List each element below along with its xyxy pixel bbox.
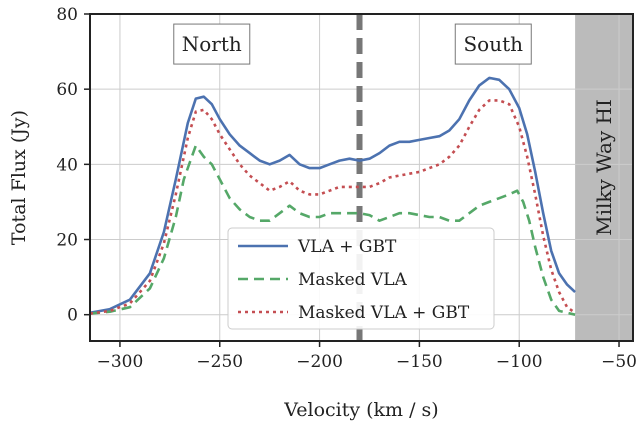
shaded-region-layer — [575, 14, 633, 341]
axes-frame — [89, 13, 634, 342]
x-tick-label: −100 — [496, 352, 543, 372]
legend-label: Masked VLA + GBT — [298, 303, 470, 323]
annotation-box — [454, 23, 532, 65]
annotations-layer: North South — [173, 23, 532, 65]
legend-label: VLA + GBT — [297, 237, 397, 257]
series-layer — [89, 76, 576, 316]
x-tick-label: −200 — [296, 352, 343, 372]
y-tick-label: 40 — [56, 155, 78, 175]
y-axis-label: Total Flux (Jy) — [8, 110, 30, 245]
y-tick-label: 0 — [67, 306, 78, 326]
annotation-box — [173, 23, 251, 65]
x-tick-label: −150 — [396, 352, 443, 372]
y-tick-label: 20 — [56, 231, 78, 251]
annotation-label-south: South — [463, 32, 523, 56]
x-axis-label: Velocity (km / s) — [283, 399, 438, 421]
series-line-1 — [89, 76, 576, 315]
y-tick-label: 80 — [56, 5, 78, 25]
x-tick-label: −300 — [97, 352, 144, 372]
x-tick-label: −50 — [601, 352, 636, 372]
series-line-2 — [89, 144, 576, 316]
plot-frame — [89, 13, 634, 342]
milky-way-label: Milky Way HI — [592, 99, 616, 236]
series-line-3 — [89, 99, 576, 315]
milky-way-shade — [575, 14, 633, 341]
legend-box — [227, 227, 495, 330]
y-tick-label: 60 — [56, 80, 78, 100]
tick-labels-layer: −300 −250 −200 −150 −100 −50 0 20 40 60 80 — [56, 5, 636, 372]
x-tick-label: −250 — [196, 352, 243, 372]
annotation-label-north: North — [182, 32, 242, 56]
legend: VLA + GBT Masked VLA Masked VLA + GBT — [227, 227, 495, 330]
legend-label: Masked VLA — [298, 270, 407, 290]
